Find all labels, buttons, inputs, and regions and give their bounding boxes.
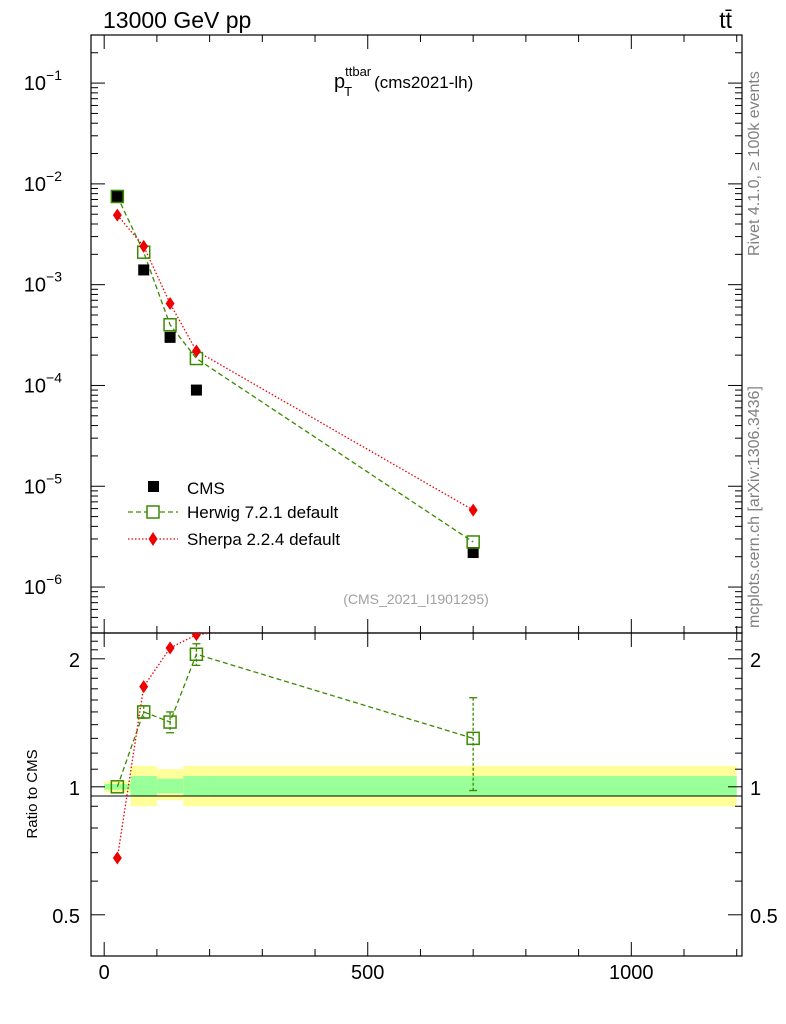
plot-title-suffix: (cms2021-lh) [374,73,473,92]
ratio-sherpa-point [191,633,201,642]
ratio-herwig-point [466,731,480,746]
plot-title: pttbar T (cms2021-lh) [334,64,473,99]
legend-cms-label: CMS [187,479,225,498]
ratio-ytick-label: 2 [69,650,80,672]
cms-point [164,331,176,343]
legend-sherpa-marker [148,532,158,546]
header-energy-label: 13000 GeV pp [103,7,251,33]
plot-title-sup: ttbar [345,64,372,79]
main-ytick-label: 10−1 [24,67,62,95]
cms-point [138,264,150,276]
plot-title-sub: T [344,84,352,99]
main-axis-ticks: 10−6 10−5 10−4 10−3 10−2 10−1 [24,35,742,633]
sherpa-line [116,214,474,511]
herwig-point [163,318,177,332]
sherpa-point [468,503,478,517]
ratio-series [110,633,480,865]
ratio-bands [104,765,737,807]
ratio-sherpa-point [139,680,149,694]
ratio-sherpa-point [165,641,175,655]
main-ytick-label: 10−2 [24,168,62,196]
ratio-axis-ticks: 0.5 0.5 1 1 2 2 0 500 1000 [52,632,778,984]
ratio-xtick-label: 0 [99,962,110,984]
mcplots-label: mcplots.cern.ch [arXiv:1306.3436] [746,386,763,628]
ratio-ytick-label: 0.5 [52,906,80,928]
uncertainty-band-inner [130,776,157,797]
legend-herwig-label: Herwig 7.2.1 default [187,503,338,522]
ratio-panel-frame [90,632,743,957]
legend-herwig-marker [146,505,160,519]
uncertainty-band-inner [209,776,737,797]
herwig-point [466,535,480,549]
legend: CMS Herwig 7.2.1 default Sherpa 2.2.4 de… [128,479,340,549]
main-ytick-label: 10−5 [24,470,62,498]
cms-point [467,547,479,559]
legend-cms-marker [148,481,159,492]
sherpa-point [191,344,201,358]
sherpa-point [112,208,122,222]
rivet-version-label: Rivet 4.1.0, ≥ 100k events [746,71,763,256]
legend-sherpa-label: Sherpa 2.2.4 default [187,530,340,549]
ratio-ytick-label-right: 1 [750,778,761,800]
uncertainty-band-inner [183,776,210,797]
ratio-herwig-point [163,715,177,729]
sherpa-point [139,239,149,253]
ratio-ytick-label-right: 0.5 [750,906,778,928]
main-ytick-label: 10−6 [24,571,62,599]
uncertainty-band-inner [104,784,131,790]
main-ytick-label: 10−3 [24,269,62,297]
herwig-line [116,196,474,543]
main-series [110,189,480,559]
uncertainty-band-inner [156,778,184,794]
ratio-sherpa-line [116,633,219,859]
analysis-watermark: (CMS_2021_I1901295) [343,591,489,607]
ratio-ytick-label: 1 [69,778,80,800]
ratio-sherpa-point [112,851,122,865]
ratio-herwig-point [110,780,125,794]
plot-title-base: p [334,71,345,93]
ratio-herwig-point [189,647,204,661]
ratio-herwig-point [136,705,151,719]
header-process-label: tt̄ [719,7,732,33]
ratio-xtick-label: 1000 [609,962,654,984]
ratio-y-axis-label: Ratio to CMS [24,749,41,838]
main-ytick-label: 10−4 [24,369,62,397]
cms-point [190,384,202,396]
ratio-ytick-label-right: 2 [750,650,761,672]
cms-point [111,190,123,202]
sherpa-point [165,297,175,311]
ratio-xtick-label: 500 [351,962,384,984]
herwig-point [110,189,125,204]
